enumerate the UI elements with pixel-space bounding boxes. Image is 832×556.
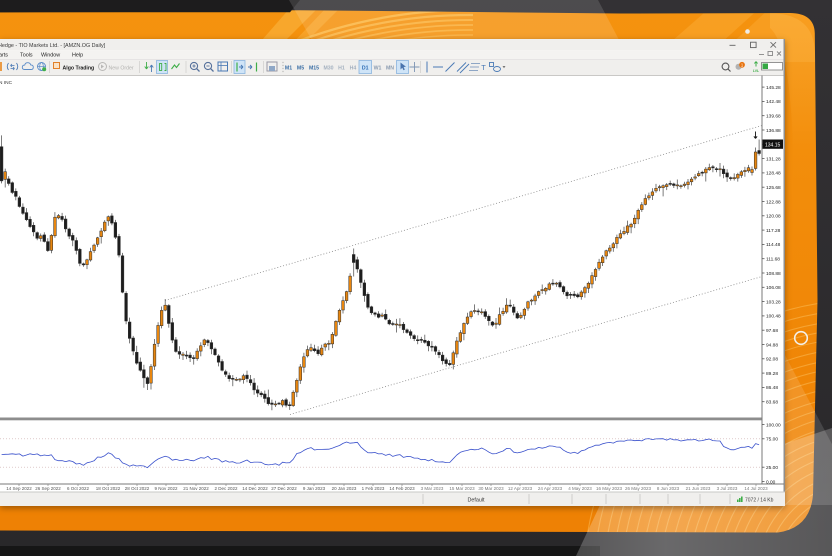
svg-text:1: 1 xyxy=(741,62,744,67)
svg-text:14 Jul 2023: 14 Jul 2023 xyxy=(744,486,768,491)
svg-text:92.08: 92.08 xyxy=(766,356,778,362)
svg-text:4 May 2023: 4 May 2023 xyxy=(568,486,592,491)
svg-text:6 Oct 2022: 6 Oct 2022 xyxy=(67,486,90,491)
svg-text:M15: M15 xyxy=(309,65,319,71)
svg-text:26 May 2023: 26 May 2023 xyxy=(625,486,652,491)
svg-text:25.00: 25.00 xyxy=(766,465,778,471)
svg-text:103.28: 103.28 xyxy=(766,299,781,305)
svg-text:arts: arts xyxy=(0,52,8,58)
svg-text:106.08: 106.08 xyxy=(766,285,781,291)
svg-text:W1: W1 xyxy=(374,65,382,71)
svg-text:28 Oct 2022: 28 Oct 2022 xyxy=(125,486,150,491)
svg-text:Window: Window xyxy=(41,52,60,58)
svg-text:111.68: 111.68 xyxy=(766,256,780,262)
svg-text:100.00: 100.00 xyxy=(766,422,781,428)
svg-text:75.00: 75.00 xyxy=(766,436,778,442)
svg-text:134.15: 134.15 xyxy=(765,142,781,148)
svg-text:18 Oct 2022: 18 Oct 2022 xyxy=(96,486,121,491)
svg-text:30 Mar 2023: 30 Mar 2023 xyxy=(478,486,504,491)
svg-text:3 Jul 2023: 3 Jul 2023 xyxy=(717,486,738,491)
svg-text:M1: M1 xyxy=(285,65,292,71)
svg-text:125.68: 125.68 xyxy=(766,185,781,191)
svg-text:Hedge - TIO Markets Ltd. - [AM: Hedge - TIO Markets Ltd. - [AMZN.OG Dail… xyxy=(0,42,106,48)
svg-text:9 Jan 2023: 9 Jan 2023 xyxy=(303,486,326,491)
svg-text:145.28: 145.28 xyxy=(766,84,781,90)
svg-text:128.48: 128.48 xyxy=(766,170,781,176)
svg-text:120.08: 120.08 xyxy=(766,213,781,219)
svg-text:3 Mar 2023: 3 Mar 2023 xyxy=(421,486,444,491)
svg-text:108.88: 108.88 xyxy=(766,270,781,276)
svg-text:114.48: 114.48 xyxy=(766,242,781,248)
svg-text:16 May 2023: 16 May 2023 xyxy=(596,486,623,491)
svg-text:Algo Trading: Algo Trading xyxy=(63,65,95,71)
svg-text:1 Feb 2023: 1 Feb 2023 xyxy=(362,486,385,491)
svg-text:100.48: 100.48 xyxy=(766,313,781,319)
svg-text:0.00: 0.00 xyxy=(766,479,776,485)
svg-text:9 Nov 2022: 9 Nov 2022 xyxy=(154,486,178,491)
svg-text:97.68: 97.68 xyxy=(766,328,778,334)
svg-text:LVL: LVL xyxy=(753,69,759,73)
svg-text:21 Nov 2022: 21 Nov 2022 xyxy=(183,486,209,491)
svg-text:139.68: 139.68 xyxy=(766,113,781,119)
svg-text:117.28: 117.28 xyxy=(766,227,781,233)
svg-text:7072 / 14 Kb: 7072 / 14 Kb xyxy=(745,497,774,503)
svg-text:136.88: 136.88 xyxy=(766,127,781,133)
svg-text:M30: M30 xyxy=(323,65,333,71)
svg-text:Help: Help xyxy=(72,52,83,58)
svg-text:15 Mar 2023: 15 Mar 2023 xyxy=(449,486,475,491)
svg-text:H4: H4 xyxy=(350,65,357,71)
svg-text:MN: MN xyxy=(386,65,394,71)
svg-text:H1: H1 xyxy=(338,65,345,71)
svg-text:86.48: 86.48 xyxy=(766,385,778,391)
svg-text:12 Apr 2023: 12 Apr 2023 xyxy=(508,486,533,491)
svg-text:131.28: 131.28 xyxy=(766,156,781,162)
svg-text:T: T xyxy=(481,63,486,72)
svg-text:14 Dec 2022: 14 Dec 2022 xyxy=(242,486,268,491)
svg-text:21 Jun 2023: 21 Jun 2023 xyxy=(686,486,711,491)
svg-text:14 Sep 2022: 14 Sep 2022 xyxy=(6,486,32,491)
svg-text:122.88: 122.88 xyxy=(766,199,781,205)
svg-text:89.28: 89.28 xyxy=(766,370,778,376)
svg-text:8 Jun 2023: 8 Jun 2023 xyxy=(657,486,680,491)
svg-text:New Order: New Order xyxy=(109,65,134,71)
svg-text:27 Dec 2022: 27 Dec 2022 xyxy=(271,486,297,491)
svg-text:D1: D1 xyxy=(362,65,369,71)
svg-text:N INC: N INC xyxy=(0,80,13,86)
svg-text:83.68: 83.68 xyxy=(766,399,778,405)
svg-text:Tools: Tools xyxy=(20,52,33,58)
svg-text:94.88: 94.88 xyxy=(766,342,778,348)
svg-text:14 Feb 2023: 14 Feb 2023 xyxy=(389,486,415,491)
svg-text:24 Apr 2023: 24 Apr 2023 xyxy=(538,486,563,491)
svg-text:M5: M5 xyxy=(297,65,304,71)
svg-text:2 Dec 2022: 2 Dec 2022 xyxy=(214,486,238,491)
svg-text:142.48: 142.48 xyxy=(766,99,781,105)
svg-text:Default: Default xyxy=(467,497,485,503)
svg-text:26 Sep 2022: 26 Sep 2022 xyxy=(35,486,61,491)
svg-text:20 Jan 2023: 20 Jan 2023 xyxy=(332,486,357,491)
